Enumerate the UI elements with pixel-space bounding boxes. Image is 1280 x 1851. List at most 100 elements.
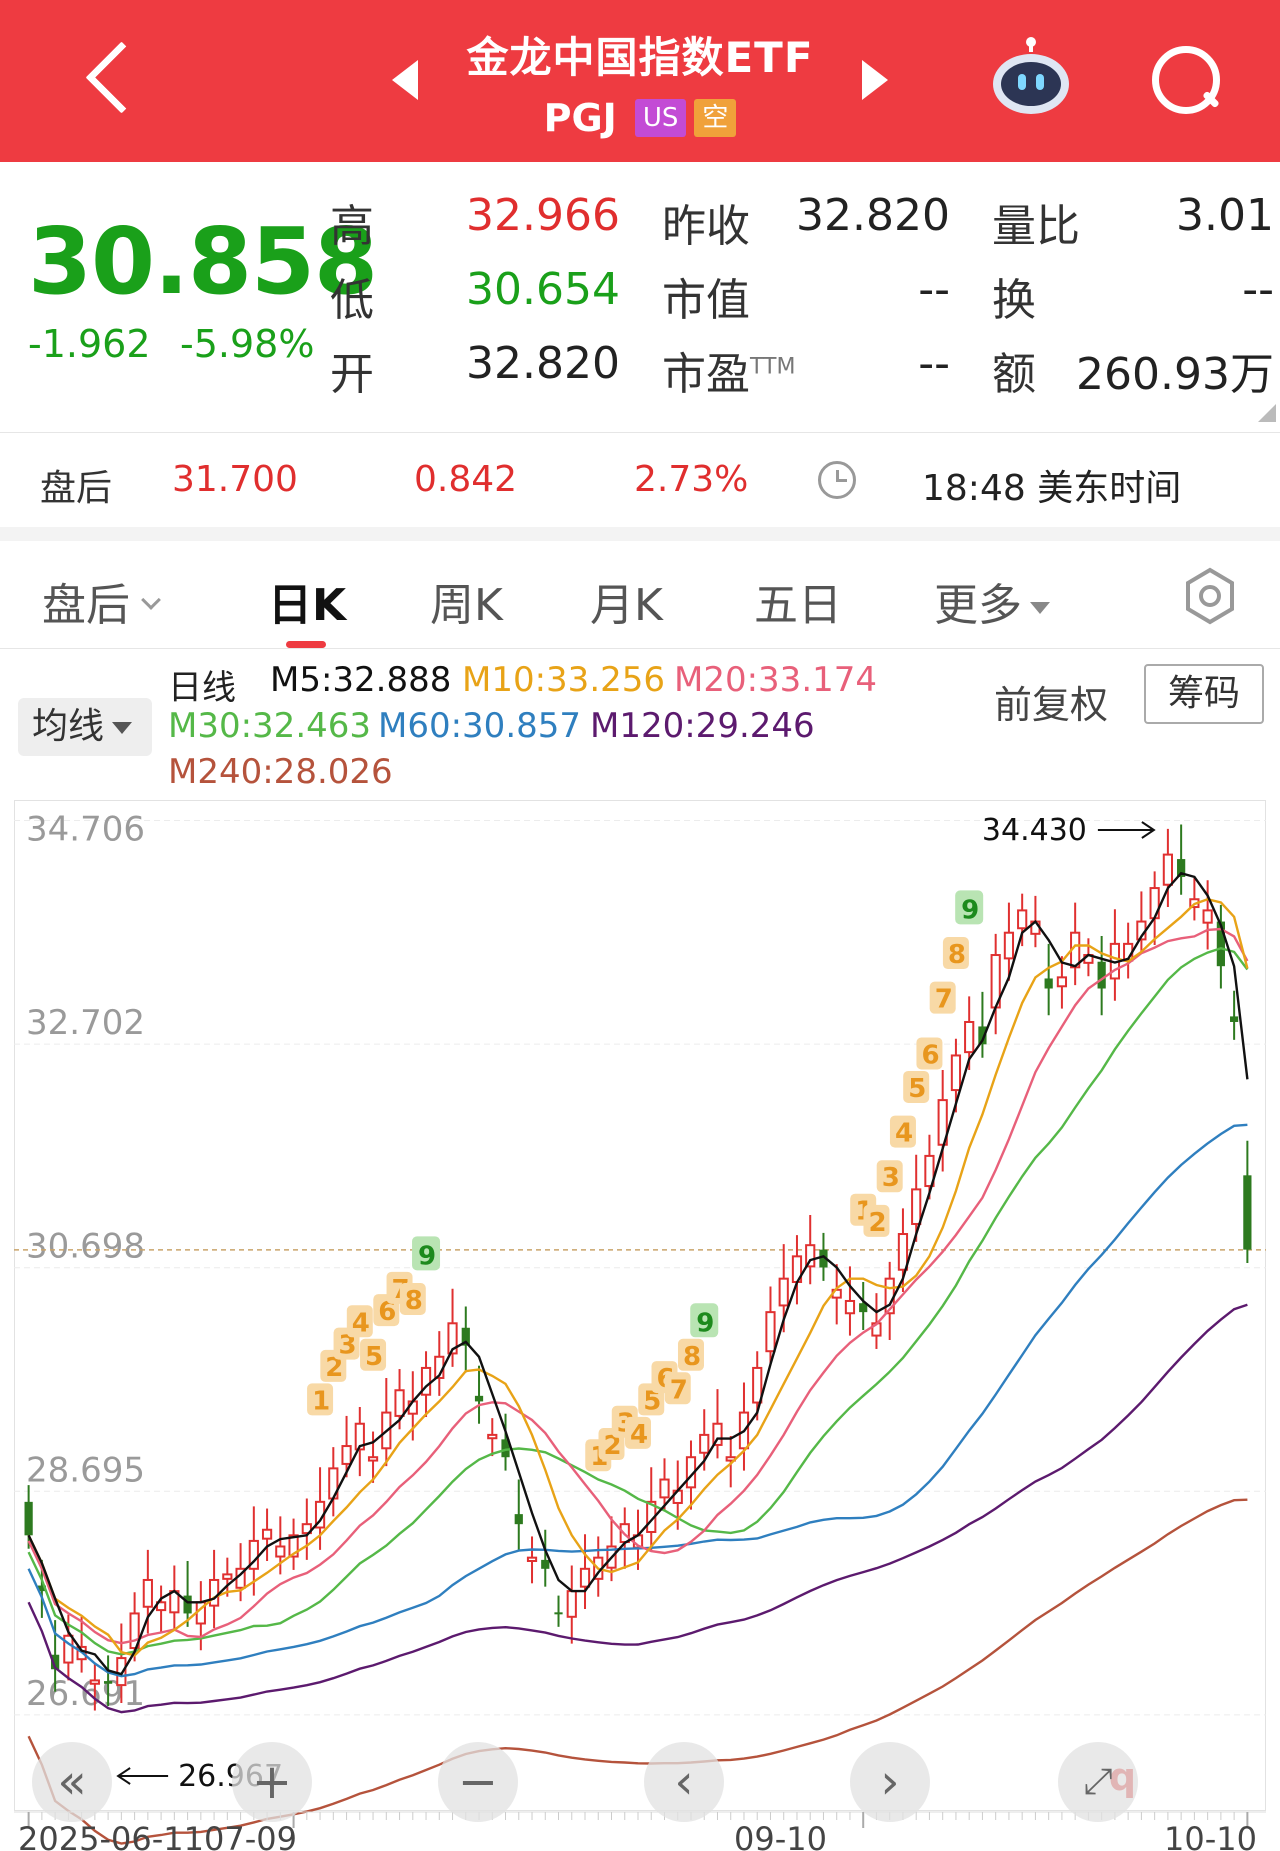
chevron-down-icon	[141, 590, 161, 610]
active-tab-indicator	[286, 641, 326, 648]
app-header: 金龙中国指数ETF PGJ US 空	[0, 0, 1280, 162]
candle-body	[367, 1456, 379, 1462]
ticker-row: PGJ US 空	[440, 96, 840, 140]
back-icon[interactable]	[80, 38, 140, 118]
ma-select-dropdown[interactable]: 均线	[18, 698, 152, 756]
search-icon[interactable]	[1150, 44, 1220, 114]
td-marker-set3-red: 6	[921, 1040, 939, 1070]
candle-body	[911, 1188, 922, 1225]
td-marker-set2-bg	[625, 1416, 651, 1449]
ma60-line	[27, 1123, 1248, 1678]
tab-five-day[interactable]: 五日	[754, 580, 842, 631]
td-marker-set3-bg	[929, 981, 956, 1014]
candle-body	[526, 1556, 538, 1562]
td-marker-set2-bg	[664, 1372, 691, 1405]
td-marker-set2-bg	[690, 1303, 719, 1338]
min-arrow-head	[116, 1767, 131, 1785]
td-marker-set3-red: 2	[868, 1208, 886, 1238]
pe-value: --	[918, 338, 950, 389]
candle-body	[89, 1679, 100, 1685]
chart-frame	[14, 800, 1266, 1811]
tab-day-k[interactable]: 日K	[268, 580, 347, 631]
low-label: 低	[330, 275, 374, 326]
vol-ratio-value: 3.01	[1176, 190, 1274, 241]
ma-legend: 均线 日线 M5:32.888 M10:33.256 M20:33.174 M3…	[0, 650, 1280, 800]
scroll-right-button[interactable]: ›	[850, 1742, 930, 1822]
candle-body	[1177, 859, 1186, 877]
tab-week-k[interactable]: 周K	[430, 580, 503, 631]
max-arrow-head	[1141, 821, 1156, 839]
tab-month-k[interactable]: 月K	[590, 580, 663, 631]
candle-body	[24, 1501, 33, 1536]
settings-hexagon-icon[interactable]	[1180, 566, 1240, 626]
price-change-pct: -5.98%	[180, 322, 315, 366]
candle-body	[116, 1657, 127, 1687]
tab-after-hours[interactable]: 盘后	[42, 569, 161, 633]
td-marker-set1-bg	[307, 1383, 334, 1416]
candle-body	[805, 1244, 816, 1268]
ma120-line	[27, 1303, 1248, 1714]
ma5-line	[27, 871, 1249, 1676]
ma30-value: M30:32.463	[168, 706, 372, 746]
td-marker-set3-bg	[955, 890, 984, 925]
y-tick-label: 30.698	[26, 1227, 145, 1267]
td-marker-set3-bg	[889, 1115, 916, 1148]
zoom-out-button[interactable]: −	[438, 1742, 518, 1822]
ma-line-label: 日线	[168, 668, 236, 708]
candle-body	[859, 1303, 868, 1313]
kline-chart[interactable]: 34.70632.70230.69828.69526.6911234567891…	[14, 800, 1266, 1851]
robot-assistant-icon[interactable]	[990, 36, 1072, 118]
caret-down-icon	[1030, 602, 1050, 614]
prev-stock-icon[interactable]	[392, 60, 418, 100]
section-divider	[0, 527, 1280, 541]
candle-body	[341, 1445, 352, 1465]
x-tick-label: 07-09	[204, 1820, 297, 1851]
tab-more[interactable]: 更多	[934, 569, 1050, 633]
candle-body	[978, 1026, 987, 1045]
scroll-left-button[interactable]: ‹	[644, 1742, 724, 1822]
candle-body	[844, 1299, 856, 1315]
td-marker-set3-red: 5	[908, 1074, 926, 1104]
next-stock-icon[interactable]	[862, 60, 888, 100]
zoom-in-button[interactable]: +	[232, 1742, 312, 1822]
candle-body	[37, 1585, 46, 1592]
pe-label: 市盈TTM	[662, 338, 795, 402]
td-marker-set3-bg	[942, 937, 969, 970]
candle-body	[354, 1422, 365, 1451]
ma60-value: M60:30.857	[378, 706, 582, 746]
open-value: 32.820	[466, 338, 620, 389]
y-tick-label: 28.695	[26, 1450, 145, 1490]
x-tick-label: 2025-06-11	[18, 1820, 204, 1851]
adjust-mode-label[interactable]: 前复权	[994, 683, 1109, 727]
candle-body	[1056, 976, 1068, 988]
chips-button[interactable]: 筹码	[1144, 664, 1264, 724]
ma30-line	[27, 946, 1249, 1656]
fullscreen-button[interactable]: ⤢	[1058, 1742, 1138, 1822]
candle-body	[659, 1478, 670, 1499]
candle-body	[1162, 853, 1173, 886]
expand-corner-icon[interactable]	[1258, 404, 1276, 422]
candle-body	[275, 1545, 286, 1558]
chevron-right-icon: ›	[880, 1754, 900, 1810]
td-marker-set1-bg	[346, 1305, 373, 1338]
open-label: 开	[330, 349, 374, 400]
ma10-line	[27, 897, 1249, 1657]
ma-select-label: 均线	[32, 706, 105, 747]
td-marker-set2-red: 7	[670, 1375, 688, 1405]
candle-body	[1230, 1016, 1239, 1022]
y-tick-label: 26.691	[26, 1674, 145, 1714]
kline-chart-svg: 34.70632.70230.69828.69526.6911234567891…	[14, 800, 1266, 1851]
td-marker-set1-bg	[412, 1236, 441, 1271]
candle-body	[950, 1054, 962, 1092]
vol-ratio-label: 量比	[992, 201, 1080, 252]
ma20-line	[27, 927, 1249, 1645]
td-marker-set2-bg	[677, 1338, 704, 1371]
scroll-left-fast-button[interactable]: «	[32, 1742, 112, 1822]
td-marker-set3-red: 8	[948, 940, 966, 970]
candle-body	[1202, 909, 1213, 924]
candle-body	[208, 1578, 220, 1607]
td-marker-set3-red: 7	[935, 985, 953, 1015]
td-marker-set1-red: 3	[339, 1331, 357, 1361]
price-change: -1.962	[28, 322, 151, 366]
ma240-line	[27, 1498, 1248, 1845]
